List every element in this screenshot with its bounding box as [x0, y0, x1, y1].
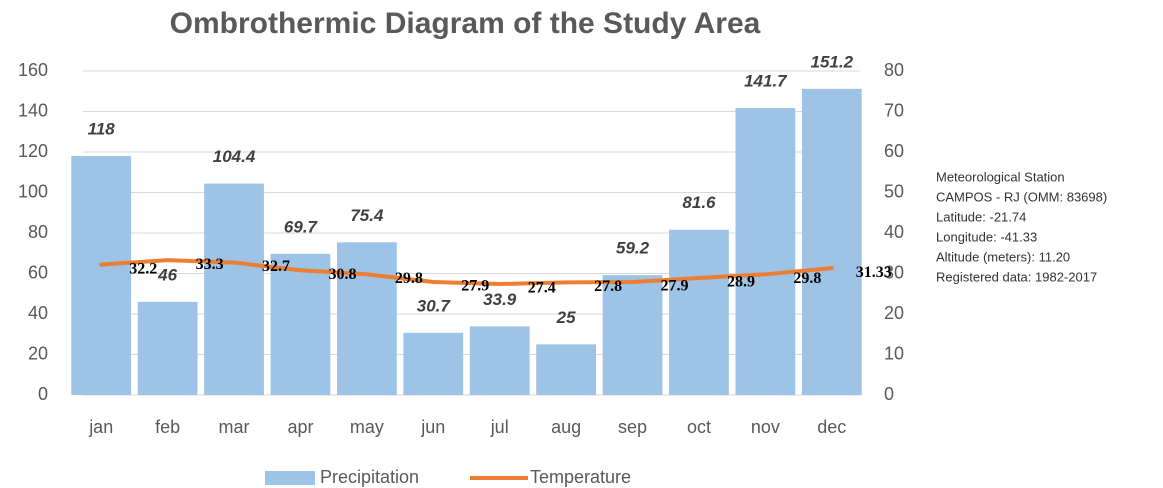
y2-tick-label: 0: [884, 384, 894, 404]
bar: [71, 156, 132, 395]
annotation: Latitude: -21.74: [936, 209, 1026, 224]
value-label: 75.4: [350, 206, 384, 225]
value-label: 33.9: [483, 290, 517, 309]
x-tick-label: may: [350, 417, 384, 437]
value-label: 32.7: [262, 258, 290, 275]
value-label: 30.8: [328, 266, 356, 283]
x-tick-label: sep: [618, 417, 647, 437]
value-label: 28.9: [727, 274, 755, 291]
bar: [403, 332, 464, 395]
x-tick-label: apr: [287, 417, 313, 437]
value-label: 104.4: [213, 147, 256, 166]
value-label: 27.9: [661, 278, 689, 295]
chart-title: Ombrothermic Diagram of the Study Area: [170, 7, 761, 40]
y-tick-label: 160: [18, 60, 48, 80]
y-tick-label: 80: [28, 222, 48, 242]
y-tick-label: 120: [18, 141, 48, 161]
y-tick-label: 60: [28, 262, 48, 282]
bar: [669, 229, 729, 395]
value-label: 33.3: [196, 256, 224, 273]
bar: [536, 344, 597, 395]
y2-tick-label: 10: [884, 343, 904, 363]
value-label: 69.7: [284, 217, 319, 236]
bar: [137, 301, 198, 395]
y-tick-label: 20: [28, 343, 48, 363]
x-tick-label: nov: [751, 417, 780, 437]
y2-tick-label: 40: [884, 222, 904, 242]
value-label: 27.9: [461, 278, 489, 295]
y2-tick-label: 80: [884, 60, 904, 80]
x-tick-label: aug: [551, 417, 581, 437]
y2-tick-label: 70: [884, 100, 904, 120]
value-label: 27.4: [528, 280, 556, 297]
value-label: 29.8: [395, 270, 423, 287]
value-label: 29.8: [793, 270, 821, 287]
bar: [336, 242, 397, 395]
value-label: 59.2: [616, 239, 650, 258]
value-label: 32.2: [129, 260, 157, 277]
line: [99, 258, 834, 287]
legend-label: Precipitation: [320, 467, 419, 487]
y2-tick-label: 60: [884, 141, 904, 161]
value-label: 151.2: [811, 52, 854, 71]
value-label: 31.33: [856, 264, 892, 281]
x-tick-label: oct: [687, 417, 711, 437]
annotation: Registered data: 1982-2017: [936, 269, 1097, 284]
y-tick-label: 100: [18, 181, 48, 201]
y-tick-label: 140: [18, 100, 48, 120]
x-tick-label: mar: [219, 417, 250, 437]
y2-tick-label: 50: [884, 181, 904, 201]
bar: [801, 88, 862, 395]
value-label: 27.8: [594, 278, 622, 295]
value-label: 25: [556, 308, 576, 327]
y2-tick-label: 20: [884, 303, 904, 323]
value-label: 30.7: [417, 296, 452, 315]
legend-swatch: [265, 471, 315, 485]
bar: [602, 275, 663, 395]
annotation: CAMPOS - RJ (OMM: 83698): [936, 189, 1107, 204]
y-tick-label: 0: [38, 384, 48, 404]
y2-tick-label: 30: [884, 262, 904, 282]
bar: [735, 108, 796, 396]
annotation: Meteorological Station: [936, 169, 1065, 184]
y-tick-label: 40: [28, 303, 48, 323]
value-label: 118: [88, 120, 116, 139]
bar: [204, 183, 264, 395]
annotation: Altitude (meters): 11.20: [936, 249, 1070, 264]
x-tick-label: dec: [817, 417, 846, 437]
legend-label: Temperature: [530, 467, 631, 487]
value-label: 81.6: [682, 193, 716, 212]
annotation: Longitude: -41.33: [936, 229, 1037, 244]
x-tick-label: jun: [420, 417, 445, 437]
x-tick-label: jul: [490, 417, 509, 437]
value-label: 141.7: [744, 72, 788, 91]
x-tick-label: feb: [155, 417, 180, 437]
value-label: 46: [157, 265, 177, 284]
bar: [469, 326, 530, 395]
bar: [270, 253, 331, 395]
x-tick-label: jan: [88, 417, 113, 437]
